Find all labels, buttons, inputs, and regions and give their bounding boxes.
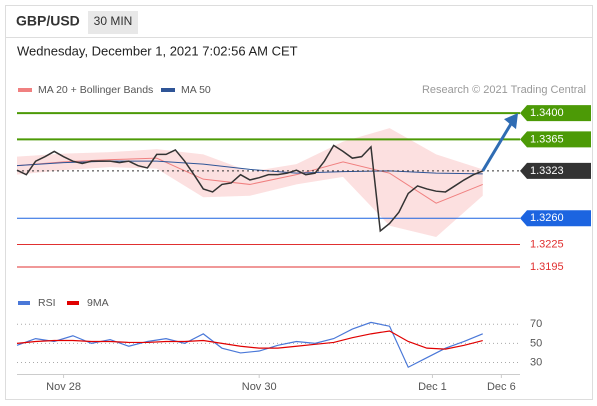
forecast-arrow xyxy=(481,121,514,172)
y-tick-label: 50 xyxy=(530,337,542,349)
symbol: GBP/USD xyxy=(16,13,80,29)
legend-label: 9MA xyxy=(87,297,109,309)
level-tag xyxy=(520,210,591,227)
rsi-line xyxy=(16,330,483,350)
level-label: 1.3323 xyxy=(530,165,564,177)
timestamp: Wednesday, December 1, 2021 7:02:56 AM C… xyxy=(17,43,298,58)
level-tag xyxy=(520,131,591,148)
x-tick-label: Nov 28 xyxy=(46,381,81,393)
card xyxy=(5,5,593,400)
x-tick-label: Dec 1 xyxy=(418,381,447,393)
forecast-arrowhead xyxy=(504,113,518,130)
level-tag xyxy=(520,105,591,122)
y-tick-label: 70 xyxy=(530,318,542,330)
level-label: 1.3195 xyxy=(530,261,564,273)
legend-swatch xyxy=(67,301,79,305)
price-line xyxy=(16,144,484,233)
x-tick-label: Nov 30 xyxy=(242,381,277,393)
legend-label: MA 20 + Bollinger Bands xyxy=(38,84,153,96)
level-label: 1.3365 xyxy=(530,133,564,145)
legend-label: RSI xyxy=(38,297,56,309)
rsi-line xyxy=(16,321,483,369)
interval: 30 MIN xyxy=(94,14,133,28)
level-label: 1.3400 xyxy=(530,107,564,119)
interval-box xyxy=(88,11,138,34)
legend-label: MA 50 xyxy=(181,84,211,96)
ma-line xyxy=(16,157,483,204)
level-tag xyxy=(520,162,591,179)
bollinger-band xyxy=(17,128,483,237)
legend-swatch xyxy=(161,88,175,92)
legend-swatch xyxy=(18,301,30,305)
legend-swatch xyxy=(18,88,32,92)
y-tick-label: 30 xyxy=(530,356,542,368)
level-label: 1.3260 xyxy=(530,212,564,224)
level-label: 1.3225 xyxy=(530,238,564,250)
x-tick-label: Dec 6 xyxy=(487,381,516,393)
credit: Research © 2021 Trading Central xyxy=(422,84,586,96)
